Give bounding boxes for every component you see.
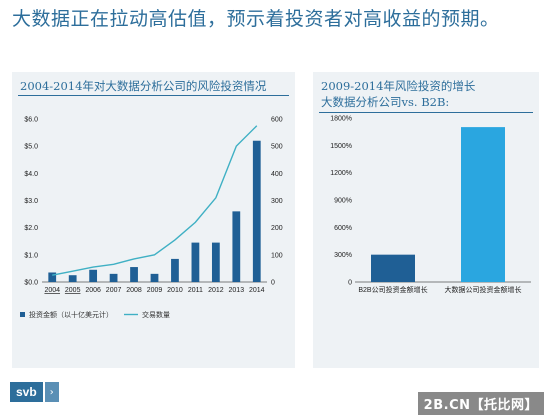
y-right-tick-label: 200 [271, 225, 283, 232]
investment-bar [68, 275, 77, 282]
x-tick-label: 2009 [147, 287, 163, 294]
y-tick-label: 300% [334, 252, 352, 259]
x-tick-label: 2010 [167, 287, 183, 294]
x-tick-label: 2007 [106, 287, 122, 294]
y-left-tick-label: $2.0 [24, 225, 38, 232]
y-right-tick-label: 500 [271, 144, 283, 151]
y-right-tick-label: 300 [271, 198, 283, 205]
growth-bar [371, 254, 415, 282]
y-left-tick-label: $5.0 [24, 144, 38, 151]
svb-logo: svb › [10, 382, 72, 402]
right-chart-title-line2: 大数据分析公司vs. B2B: [321, 95, 450, 109]
right-chart-panel: 2009-2014年风险投资的增长 大数据分析公司vs. B2B: 0 300% 6… [313, 72, 539, 368]
left-title-rule [18, 95, 289, 96]
y-tick-label: 600% [334, 225, 352, 232]
x-tick-label: 大数据公司投资金额增长 [445, 285, 522, 294]
y-tick-label: 0 [348, 280, 352, 287]
x-tick-label: 2013 [229, 287, 245, 294]
investment-bar [48, 272, 57, 282]
x-tick-label: 2008 [126, 287, 142, 294]
footer: svb › 2B.CN【托比网】 [0, 374, 550, 415]
headline: 大数据正在拉动高估值，预示着投资者对高收益的预期。 [12, 8, 500, 30]
x-tick-label: 2014 [249, 287, 265, 294]
investment-combo-chart: $0.0 $1.0 $2.0 $3.0 $4.0 $5.0 $6.0 0 100 200 300 40… [20, 117, 283, 319]
left-chart-title: 2004-2014年对大数据分析公司的风险投资情况 [20, 79, 267, 93]
investment-bar [89, 269, 98, 282]
investment-bar [130, 267, 138, 282]
investment-bar [171, 258, 179, 282]
legend-bar-swatch [20, 312, 25, 317]
y-tick-label: 1800% [330, 116, 352, 123]
investment-bar [191, 242, 200, 282]
y-right-tick-label: 0 [271, 280, 275, 287]
y-tick-label: 1500% [330, 143, 352, 150]
y-tick-label: 900% [334, 198, 352, 205]
investment-bar [252, 140, 261, 282]
x-tick-label: 2005 [65, 287, 81, 294]
investment-bar [109, 273, 118, 282]
investment-bar [150, 273, 159, 282]
y-right-tick-label: 400 [271, 171, 283, 178]
legend-bar-label: 投资金额（以十亿美元计） [29, 310, 113, 319]
right-chart-title: 2009-2014年风险投资的增长 大数据分析公司vs. B2B: [321, 78, 535, 110]
chevron-right-icon: › [44, 382, 59, 402]
y-left-tick-label: $3.0 [24, 198, 38, 205]
logo-text: svb [10, 382, 43, 402]
y-right-tick-label: 600 [271, 117, 283, 124]
x-tick-label: 2004 [44, 287, 60, 294]
x-tick-label: B2B公司投资金额增长 [358, 285, 427, 294]
y-left-tick-label: $6.0 [24, 117, 38, 124]
y-right-tick-label: 100 [271, 252, 283, 259]
x-tick-label: 2006 [85, 287, 101, 294]
growth-bar [461, 127, 505, 282]
right-chart-title-line1: 2009-2014年风险投资的增长 [321, 79, 476, 93]
investment-bar [211, 242, 220, 282]
legend-line-label: 交易数量 [142, 310, 170, 319]
deal-count-line [52, 125, 258, 276]
x-tick-label: 2012 [208, 287, 224, 294]
investment-bar [232, 211, 241, 282]
right-title-rule [319, 112, 533, 113]
y-left-tick-label: $0.0 [24, 280, 38, 287]
y-tick-label: 1200% [330, 170, 352, 177]
left-chart-panel: 2004-2014年对大数据分析公司的风险投资情况 $0.0 $1.0 $2.0 $3… [12, 72, 295, 368]
y-left-tick-label: $4.0 [24, 171, 38, 178]
y-left-tick-label: $1.0 [24, 252, 38, 259]
growth-bar-chart: 0 300% 600% 900% 1200% 1500% 1800% B2B公司投资金额增长 大… [330, 116, 531, 294]
x-tick-label: 2011 [188, 287, 203, 294]
watermark: 2B.CN【托比网】 [417, 392, 544, 415]
